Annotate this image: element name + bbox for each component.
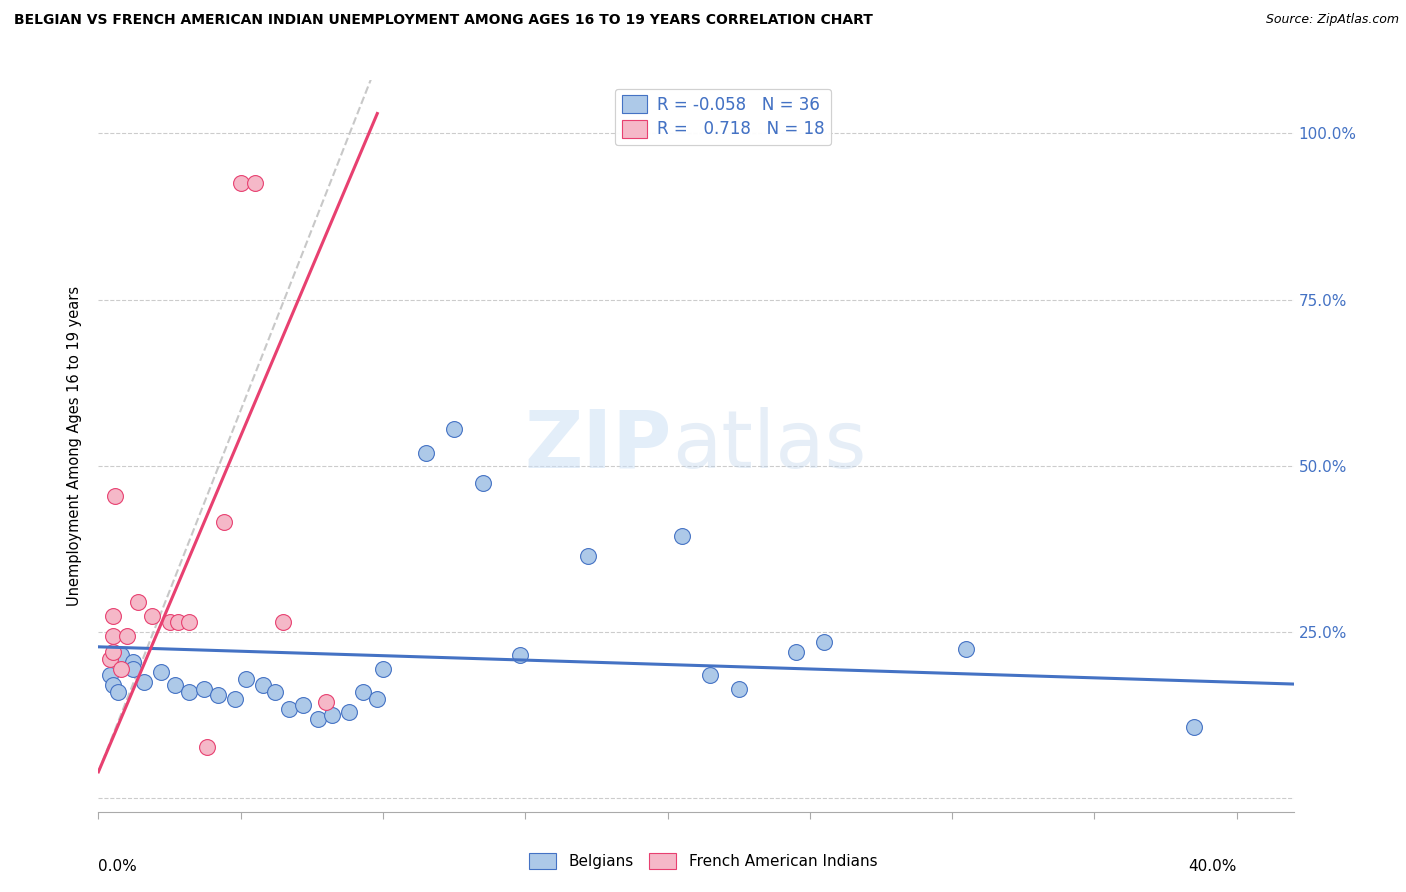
Point [121,655,143,669]
Point [292,698,315,713]
Point [195,739,218,754]
Point [179,615,201,630]
Text: BELGIAN VS FRENCH AMERICAN INDIAN UNEMPLOYMENT AMONG AGES 16 TO 19 YEARS CORRELA: BELGIAN VS FRENCH AMERICAN INDIAN UNEMPL… [14,13,873,28]
Point [243,177,266,191]
Point [141,608,163,623]
Point [273,615,295,630]
Point [315,695,337,709]
Point [179,685,201,699]
Y-axis label: Unemployment Among Ages 16 to 19 years: Unemployment Among Ages 16 to 19 years [67,286,83,606]
Point [471,475,494,490]
Point [955,641,977,656]
Point [167,615,190,630]
Text: atlas: atlas [672,407,866,485]
Point [127,595,149,609]
Point [727,681,749,696]
Point [132,675,155,690]
Legend: R = -0.058   N = 36, R =   0.718   N = 18: R = -0.058 N = 36, R = 0.718 N = 18 [614,88,831,145]
Point [121,662,143,676]
Point [366,691,388,706]
Text: ZIP: ZIP [524,407,672,485]
Point [165,678,187,692]
Point [104,489,127,503]
Point [150,665,173,679]
Text: 0.0%: 0.0% [98,859,138,874]
Point [98,652,121,666]
Point [101,628,124,642]
Point [101,645,124,659]
Point [278,701,301,715]
Point [101,678,124,692]
Text: Source: ZipAtlas.com: Source: ZipAtlas.com [1265,13,1399,27]
Point [110,662,132,676]
Point [1182,720,1205,734]
Point [159,615,181,630]
Point [699,668,721,682]
Point [235,672,257,686]
Point [101,608,124,623]
Point [207,689,229,703]
Point [98,668,121,682]
Text: 40.0%: 40.0% [1188,859,1237,874]
Point [193,681,215,696]
Point [576,549,599,563]
Point [352,685,374,699]
Point [443,422,465,436]
Point [321,708,343,723]
Point [212,516,235,530]
Point [110,648,132,663]
Point [115,628,138,642]
Point [509,648,531,663]
Point [224,691,246,706]
Point [107,685,129,699]
Point [263,685,285,699]
Point [337,705,360,719]
Point [371,662,394,676]
Point [415,445,437,459]
Point [229,177,252,191]
Point [252,678,274,692]
Legend: Belgians, French American Indians: Belgians, French American Indians [523,847,883,875]
Point [307,712,329,726]
Point [813,635,835,649]
Point [785,645,807,659]
Point [671,529,693,543]
